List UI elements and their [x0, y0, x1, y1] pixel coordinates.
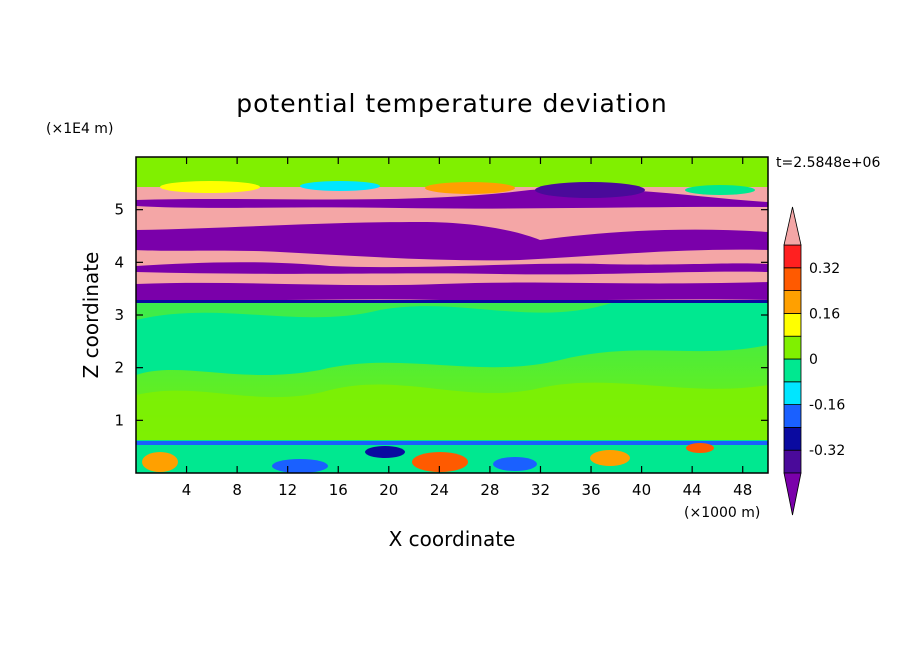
upper-blob-3	[425, 182, 515, 194]
colorbar-swatch	[783, 267, 802, 291]
colorbar-swatch	[783, 404, 802, 428]
surface-blob-1	[142, 452, 178, 472]
upper-blob-5	[685, 185, 755, 195]
colorbar-swatch	[783, 312, 802, 337]
x-tick-label: 28	[480, 481, 499, 499]
colorbar-tick-label: 0	[809, 352, 818, 368]
x-axis-label: X coordinate	[389, 527, 516, 551]
surface-blob-6	[590, 450, 630, 466]
x-tick-label: 8	[232, 481, 242, 499]
surface-blob-3	[365, 446, 405, 458]
band-surface-stripe	[136, 441, 768, 445]
colorbar-swatch	[783, 358, 802, 383]
x-unit-label: (×1000 m)	[684, 505, 760, 521]
surface-blob-5	[493, 457, 537, 471]
chart-title: potential temperature deviation	[236, 89, 667, 118]
time-label: t=2.5848e+06	[776, 155, 880, 171]
y-unit-label: (×1E4 m)	[46, 121, 113, 137]
band-lower-mid-region	[136, 290, 768, 375]
x-tick-label: 48	[733, 481, 752, 499]
colorbar-tick-label: 0.32	[809, 261, 840, 277]
upper-blob-2	[300, 181, 380, 191]
y-tick-label: 2	[114, 359, 124, 377]
x-ticks: 4 8 12 16 20 24 28 32 36 40 44 48	[182, 157, 752, 499]
upper-blob-4	[535, 182, 645, 198]
colorbar-bottom-arrow	[783, 472, 802, 516]
x-tick-label: 40	[632, 481, 651, 499]
colorbar-tick-label: 0.16	[809, 306, 840, 322]
surface-blob-4	[412, 452, 468, 472]
x-tick-label: 36	[581, 481, 600, 499]
band-lower-speckle-region	[136, 382, 768, 440]
colorbar-swatch	[783, 449, 802, 474]
x-tick-label: 32	[531, 481, 550, 499]
y-axis-label: Z coordinate	[79, 252, 103, 379]
x-tick-label: 4	[182, 481, 192, 499]
x-tick-label: 24	[430, 481, 449, 499]
band-upper-layer	[136, 157, 768, 187]
upper-blob-1	[160, 181, 260, 193]
surface-blob-7	[686, 443, 714, 453]
x-tick-label: 44	[683, 481, 702, 499]
colorbar-swatch	[783, 426, 802, 451]
colorbar-swatch	[783, 244, 802, 269]
band-stratified-top-line	[136, 300, 768, 303]
y-tick-label: 5	[114, 201, 124, 219]
x-tick-label: 20	[379, 481, 398, 499]
y-tick-label: 1	[114, 411, 124, 429]
y-ticks: 1 2 3 4 5	[114, 201, 768, 429]
purple-band-2	[136, 222, 768, 261]
colorbar-swatch	[783, 290, 802, 314]
plot-area	[136, 157, 768, 473]
y-tick-label: 4	[114, 253, 124, 271]
purple-band-4	[136, 282, 768, 301]
y-tick-label: 3	[114, 306, 124, 324]
colorbar-swatch	[783, 381, 802, 405]
x-tick-label: 12	[278, 481, 297, 499]
colorbar-tick-label: -0.16	[809, 398, 845, 414]
purple-band-3	[136, 262, 768, 275]
colorbar-swatch	[783, 335, 802, 360]
colorbar-tick-label: -0.32	[809, 443, 845, 459]
colorbar: 0.32 0.16 0 -0.16 -0.32	[783, 206, 845, 516]
surface-blob-2	[272, 459, 328, 473]
x-tick-label: 16	[329, 481, 348, 499]
colorbar-top-arrow	[783, 206, 802, 246]
